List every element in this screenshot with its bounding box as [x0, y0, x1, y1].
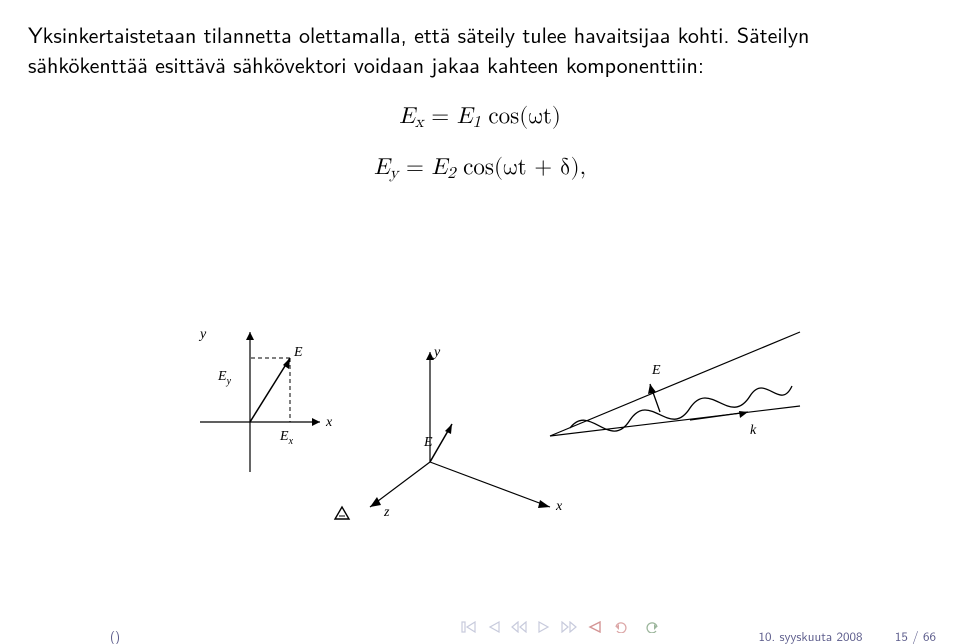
eq2-func: cos — [463, 156, 494, 179]
left-Ey-sub: y — [226, 376, 232, 387]
eq1-coeff-sub: 1 — [472, 116, 480, 132]
equation-2: Ey = E2 cos(ωt + δ), — [28, 154, 932, 184]
equation-1: Ex = E1 cos(ωt) — [28, 103, 932, 133]
eq2-lhs-var: E — [374, 156, 390, 179]
left-Ex-sub: x — [288, 436, 294, 447]
nav-forward-green-icon[interactable] — [642, 621, 660, 633]
nav-prev-section-icon[interactable] — [511, 621, 527, 633]
mid-z-label: z — [383, 505, 390, 520]
mid-y-label: y — [432, 345, 441, 360]
footer-date: 10. syyskuuta 2008 — [759, 627, 863, 644]
body-paragraph: Yksinkertaistetaan tilannetta olettamall… — [28, 20, 932, 79]
nav-first-icon[interactable] — [461, 621, 477, 633]
footer-page-current: 15 — [895, 627, 908, 644]
nav-icon-cluster — [461, 621, 660, 633]
eq2-coeff-sub: 2 — [447, 166, 455, 182]
footer-page-sep: / — [908, 627, 923, 644]
right-E-label: E — [651, 363, 661, 378]
left-E-label: E — [293, 345, 303, 360]
eq1-equals: = — [431, 105, 457, 128]
eq1-lhs-sub: x — [415, 116, 424, 132]
nav-circular-icon[interactable] — [613, 621, 631, 633]
left-Ey-var: E — [217, 369, 227, 384]
mid-E-label: E — [423, 435, 433, 450]
eq1-lhs-var: E — [399, 105, 415, 128]
right-subdiagram: E k — [550, 332, 800, 438]
mid-x-label: x — [555, 499, 563, 514]
eq2-equals: = — [406, 156, 432, 179]
eq2-arg: (ωt + δ), — [494, 156, 586, 179]
eq1-arg: (ωt) — [519, 105, 561, 128]
left-Ey-label: Ey — [217, 369, 232, 387]
nav-back-red-icon[interactable] — [588, 621, 602, 633]
eq1-coeff-var: E — [457, 105, 473, 128]
observer-marker — [335, 507, 349, 519]
footer-left-label: () — [110, 627, 120, 644]
footer-right: 10. syyskuuta 2008 15 / 66 — [759, 627, 936, 644]
left-Ex-var: E — [279, 429, 289, 444]
nav-next-icon[interactable] — [538, 621, 550, 633]
left-Ex-label: Ex — [279, 429, 294, 447]
footer-page-total: 66 — [923, 627, 936, 644]
eq2-lhs-sub: y — [390, 166, 399, 182]
left-subdiagram: y x E Ex Ey — [198, 327, 333, 472]
right-k-label: k — [750, 423, 757, 438]
eq2-coeff-var: E — [432, 156, 448, 179]
left-y-label: y — [198, 327, 207, 342]
diagram-container: y x E Ex Ey y — [0, 312, 960, 532]
content-area: Yksinkertaistetaan tilannetta olettamall… — [28, 20, 932, 204]
left-x-label: x — [325, 415, 333, 430]
slide-root: Yksinkertaistetaan tilannetta olettamall… — [0, 0, 960, 644]
polarization-diagram: y x E Ex Ey y — [140, 312, 820, 542]
nav-prev-icon[interactable] — [488, 621, 500, 633]
middle-subdiagram: y z x E — [370, 345, 563, 520]
eq1-func: cos — [488, 105, 519, 128]
nav-next-section-icon[interactable] — [561, 621, 577, 633]
